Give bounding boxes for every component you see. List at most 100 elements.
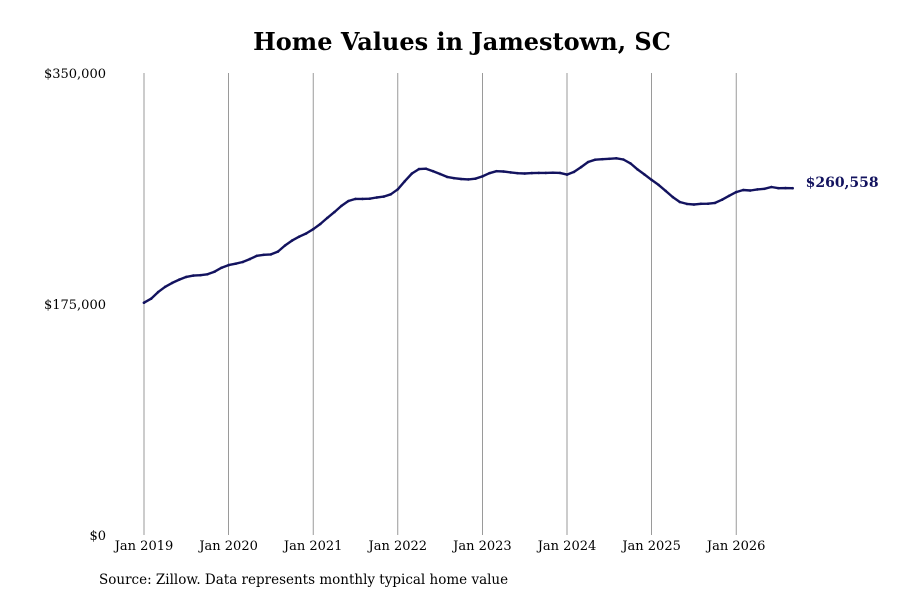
data-point-2023-04 — [502, 170, 505, 173]
data-point-2024-10 — [629, 162, 632, 165]
data-point-2022-11 — [467, 178, 470, 181]
chart-title: Home Values in Jamestown, SC — [253, 27, 671, 56]
data-point-2019-01 — [142, 301, 146, 305]
data-point-2025-05 — [678, 200, 682, 204]
data-point-2023-08 — [530, 171, 534, 175]
data-point-2020-10 — [290, 239, 294, 242]
x-tick-label: Jan 2022 — [367, 539, 428, 554]
x-tick-label: Jan 2026 — [705, 539, 766, 554]
data-point-2023-09 — [537, 171, 541, 175]
data-point-2021-12 — [389, 193, 393, 196]
source-note: Source: Zillow. Data represents monthly … — [99, 572, 509, 588]
data-point-2026-02 — [741, 188, 745, 192]
data-point-2020-12 — [304, 232, 308, 235]
data-point-2024-05 — [593, 158, 597, 161]
data-point-2020-02 — [234, 262, 237, 266]
data-point-2019-05 — [170, 281, 174, 285]
data-point-2019-09 — [199, 273, 202, 277]
data-point-2019-10 — [206, 273, 209, 276]
data-point-2022-04 — [417, 167, 421, 171]
data-point-2019-07 — [185, 275, 188, 279]
vertical-gridlines — [143, 73, 737, 535]
data-point-2022-06 — [431, 169, 435, 173]
data-point-2019-04 — [163, 285, 167, 289]
data-point-2024-01 — [565, 173, 569, 176]
data-point-2020-05 — [255, 254, 259, 258]
data-point-2025-04 — [671, 195, 675, 199]
data-point-2021-08 — [361, 197, 364, 201]
x-tick-label: Jan 2019 — [113, 539, 174, 554]
data-point-2022-03 — [410, 172, 414, 175]
data-point-2023-03 — [495, 169, 498, 173]
end-value-label: $260,558 — [806, 175, 879, 191]
data-point-2019-08 — [192, 274, 195, 277]
data-point-2026-05 — [763, 187, 766, 191]
data-point-2026-08 — [784, 186, 787, 190]
data-point-2026-06 — [770, 185, 773, 189]
x-tick-label: Jan 2021 — [282, 539, 343, 554]
data-point-2022-09 — [452, 176, 456, 180]
data-point-2025-03 — [664, 189, 667, 193]
data-point-2021-11 — [382, 195, 386, 198]
y-tick-label: $175,000 — [44, 298, 106, 313]
data-point-2021-03 — [326, 216, 329, 220]
data-point-2020-08 — [276, 250, 280, 253]
x-tick-label: Jan 2024 — [536, 539, 597, 554]
data-point-2022-10 — [459, 177, 463, 181]
data-point-2020-04 — [248, 257, 252, 261]
data-point-2024-06 — [601, 157, 604, 161]
data-point-2023-05 — [509, 171, 512, 174]
data-point-2022-07 — [438, 172, 442, 176]
data-point-2026-07 — [777, 186, 780, 190]
data-point-2021-09 — [368, 197, 371, 200]
data-point-2022-08 — [445, 175, 449, 179]
data-point-2023-01 — [481, 175, 484, 178]
x-axis-tick-labels: Jan 2019 Jan 2020 Jan 2021 Jan 2022 Jan 2023… — [113, 539, 766, 554]
data-point-2024-09 — [622, 158, 625, 161]
data-point-2022-01 — [396, 188, 400, 191]
data-point-2024-11 — [636, 168, 639, 171]
data-point-2023-11 — [551, 171, 555, 174]
data-point-2026-01 — [734, 190, 738, 194]
x-tick-label: Jan 2023 — [451, 539, 512, 554]
data-point-2026-09 — [791, 186, 794, 190]
data-point-2024-07 — [608, 157, 611, 161]
data-point-2026-03 — [749, 189, 752, 192]
data-point-2020-01 — [227, 263, 230, 267]
data-point-2020-09 — [283, 244, 287, 247]
data-point-2024-08 — [615, 157, 618, 160]
data-point-2023-07 — [523, 172, 526, 175]
data-point-2022-12 — [474, 177, 477, 180]
data-point-2025-07 — [692, 203, 696, 206]
data-point-2023-06 — [516, 171, 519, 175]
data-point-2025-01 — [650, 178, 653, 182]
data-point-2025-11 — [720, 198, 724, 201]
data-point-2023-10 — [544, 171, 548, 175]
data-point-2025-02 — [657, 183, 660, 187]
data-point-2019-06 — [178, 278, 181, 281]
data-point-2022-02 — [403, 179, 407, 183]
data-point-2019-02 — [149, 297, 153, 301]
data-point-2025-06 — [685, 202, 689, 206]
data-point-2019-03 — [156, 290, 160, 294]
data-point-2025-12 — [727, 194, 731, 198]
data-point-2019-11 — [213, 270, 216, 274]
data-point-2021-05 — [340, 204, 343, 208]
data-point-2024-03 — [579, 165, 583, 169]
data-point-2019-12 — [220, 266, 223, 270]
y-tick-label: $350,000 — [44, 67, 106, 82]
x-tick-label: Jan 2025 — [620, 539, 681, 554]
data-point-2021-10 — [375, 196, 378, 199]
data-point-2024-04 — [586, 160, 590, 164]
data-point-2022-05 — [424, 167, 428, 170]
data-point-2021-06 — [347, 199, 350, 203]
data-point-2020-07 — [269, 253, 273, 256]
data-point-2025-08 — [699, 202, 703, 206]
series-layer: $260,558 — [142, 157, 879, 305]
x-tick-label: Jan 2020 — [197, 539, 258, 554]
data-point-2025-09 — [706, 202, 710, 205]
data-point-2021-01 — [311, 227, 315, 231]
data-point-2023-12 — [558, 171, 562, 175]
y-axis-tick-labels: $0 $175,000 $350,000 — [44, 67, 106, 544]
